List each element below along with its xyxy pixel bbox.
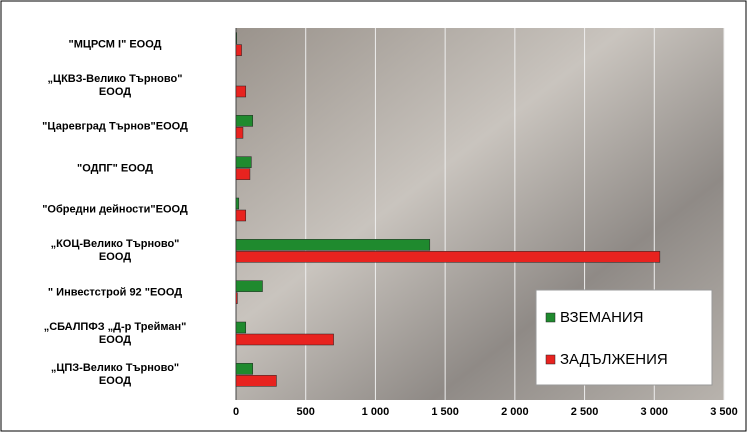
y-tick-label: "ОДПГ" ЕООД xyxy=(76,162,154,175)
y-tick-label: „КОЦ-Велико Търново" ЕООД xyxy=(50,238,180,264)
x-tick-label: 1 500 xyxy=(431,406,459,418)
bar xyxy=(235,85,247,98)
y-tick-label: „СБАЛПФЗ „Д-р Трейман" ЕООД xyxy=(43,321,187,346)
x-tick-label: 2 500 xyxy=(571,406,599,418)
bar xyxy=(235,168,251,180)
y-tick-label: "МЦРСМ I" ЕООД xyxy=(68,38,162,51)
x-tick-label: 1 000 xyxy=(362,406,390,418)
y-tick-label: „ЦКВЗ-Велико Търново" ЕООД xyxy=(47,73,183,98)
bar xyxy=(235,251,661,263)
legend-swatch xyxy=(545,354,556,365)
bar xyxy=(235,127,244,139)
bar xyxy=(235,280,263,292)
bar xyxy=(235,44,242,56)
x-tick-label: 3 000 xyxy=(641,406,669,418)
x-tick-label: 2 000 xyxy=(501,406,529,418)
bar xyxy=(235,209,247,222)
x-tick-label: 0 xyxy=(233,406,239,418)
bar xyxy=(235,239,431,251)
legend-label: ВЗЕМАНИЯ xyxy=(560,309,644,326)
bar xyxy=(235,156,252,168)
y-tick-label: " Инвестстрой 92 "ЕООД xyxy=(47,286,183,299)
bar xyxy=(235,375,277,387)
bar xyxy=(235,321,247,334)
y-tick-label: "Обредни дейности"ЕООД xyxy=(42,203,188,216)
legend-label: ЗАДЪЛЖЕНИЯ xyxy=(560,351,668,368)
legend-swatch xyxy=(545,312,556,323)
bar xyxy=(235,363,253,375)
bar xyxy=(235,333,334,346)
x-tick-label: 3 500 xyxy=(710,406,738,418)
y-tick-label: „ЦПЗ-Велико Търново" ЕООД xyxy=(50,362,180,388)
bar xyxy=(235,32,237,44)
bar xyxy=(235,115,253,127)
legend-box xyxy=(535,289,713,386)
y-tick-label: "Царевград Търнов"ЕООД xyxy=(42,120,188,133)
bar xyxy=(235,197,240,210)
x-tick-label: 500 xyxy=(297,406,315,418)
bar xyxy=(235,292,238,304)
